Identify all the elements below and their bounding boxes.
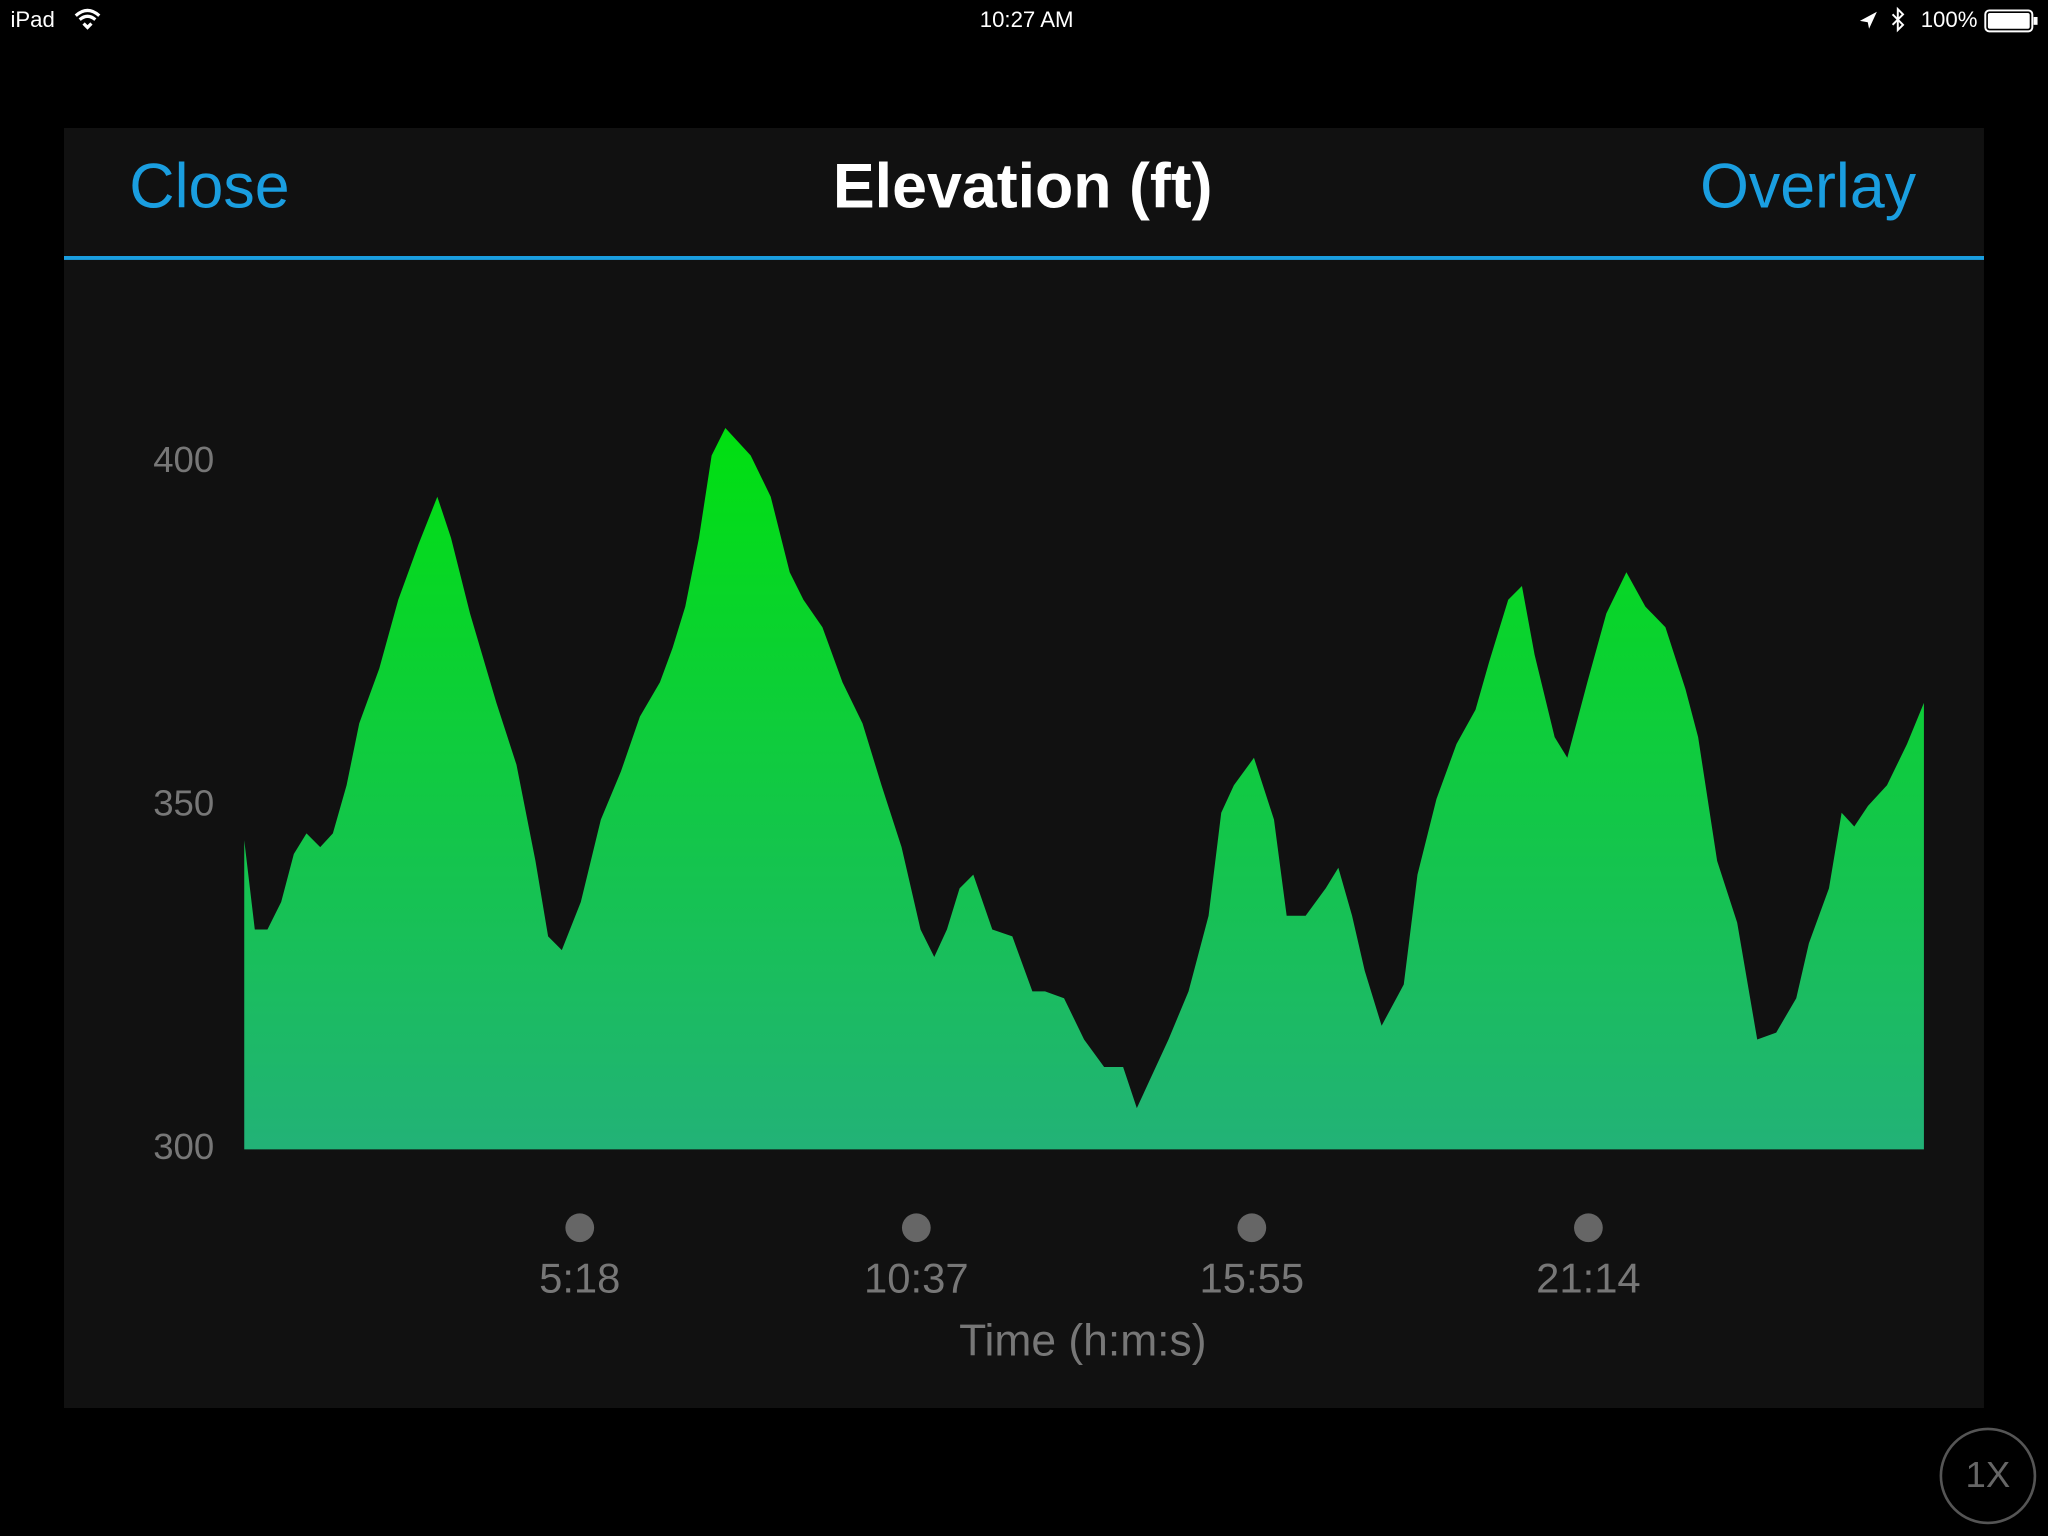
x-tick-label: 5:18 (539, 1254, 620, 1301)
x-tick-dot (565, 1213, 595, 1243)
location-icon (1859, 11, 1877, 29)
x-tick-dot (1237, 1213, 1267, 1243)
clock: 10:27 AM (980, 7, 1074, 32)
y-tick-label: 300 (153, 1126, 214, 1167)
header-divider (63, 255, 1984, 260)
zoom-button[interactable]: 1X (1966, 1454, 2011, 1495)
chart: 300 350 400 5:18 10:37 15:55 21:14 (153, 428, 1924, 1301)
y-tick-label: 400 (153, 439, 214, 480)
zoom-button-ring[interactable] (1939, 1427, 2037, 1525)
x-tick-label: 21:14 (1536, 1254, 1641, 1301)
bluetooth-icon (1891, 6, 1905, 33)
overlay-button[interactable]: Overlay (1700, 151, 1917, 221)
x-axis-label: Time (h:m:s) (959, 1317, 1206, 1366)
battery-tip (2033, 16, 2038, 25)
close-button[interactable]: Close (129, 151, 289, 221)
title: Elevation (ft) (833, 151, 1213, 221)
device-name: iPad (10, 7, 54, 32)
x-tick-label: 15:55 (1200, 1254, 1305, 1301)
battery-level: 100% (1921, 7, 1978, 32)
battery-fill (1987, 13, 2030, 29)
x-tick-label: 10:37 (864, 1254, 969, 1301)
battery-icon (1984, 9, 2034, 33)
elevation-area (244, 428, 1924, 1150)
x-tick-dot (901, 1213, 931, 1243)
wifi-icon (74, 8, 101, 30)
x-tick-dot (1574, 1213, 1603, 1243)
y-tick-label: 350 (153, 783, 214, 824)
